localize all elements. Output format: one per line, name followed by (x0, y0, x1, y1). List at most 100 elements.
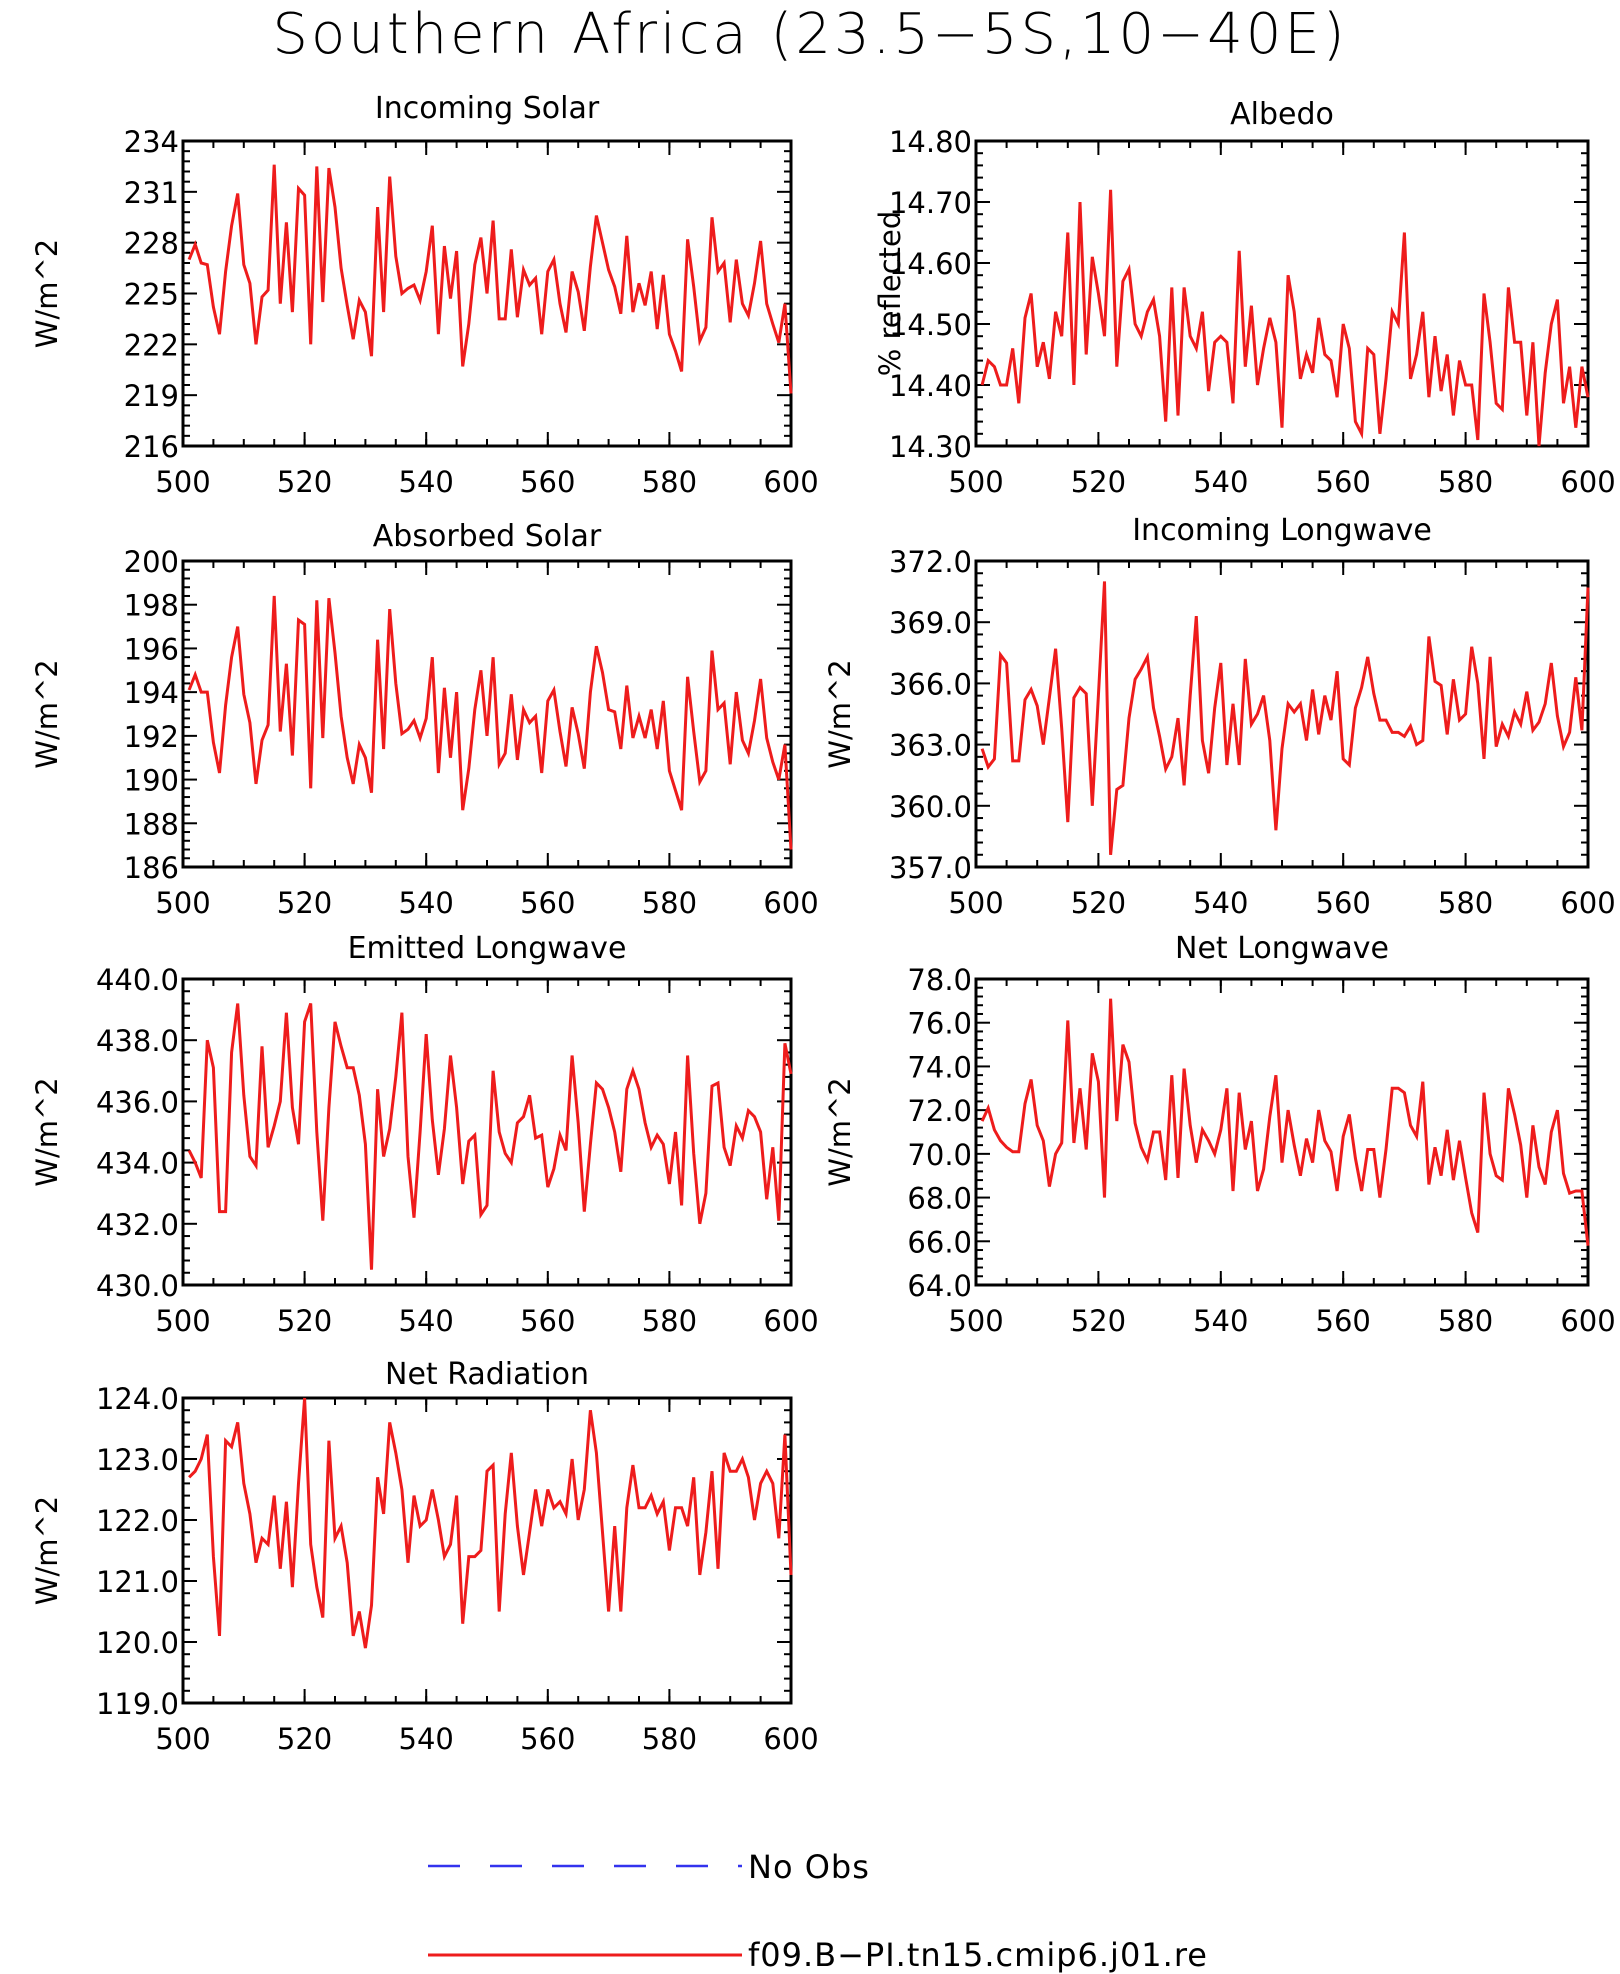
y-axis-label: W/m^2 (30, 239, 64, 348)
y-tick-label: 228 (124, 227, 179, 261)
y-tick-label: 14.60 (889, 247, 972, 281)
panel-title: Incoming Longwave (1132, 513, 1432, 548)
y-tick-label: 64.0 (907, 1269, 972, 1303)
panel-title: Albedo (1230, 97, 1334, 132)
legend: No Obs f09.B−PI.tn15.cmip6.j01.re (428, 1848, 1207, 1974)
y-tick-label: 14.40 (889, 369, 972, 403)
y-tick-label: 68.0 (907, 1182, 972, 1216)
y-tick-label: 222 (124, 328, 179, 362)
y-tick-label: 14.50 (889, 308, 972, 342)
x-tick-label: 520 (1071, 465, 1126, 499)
y-axis-label: W/m^2 (30, 659, 64, 768)
panel-title: Net Radiation (385, 1357, 589, 1392)
x-tick-label: 600 (1560, 1304, 1615, 1338)
series-line (188, 1397, 793, 1649)
y-tick-label: 66.0 (907, 1225, 972, 1259)
x-tick-label: 560 (1316, 886, 1371, 920)
y-axis-label: % reflected (873, 211, 907, 377)
x-tick-label: 520 (277, 465, 332, 499)
y-tick-label: 369.0 (889, 606, 972, 640)
x-tick-label: 500 (155, 465, 210, 499)
x-tick-label: 560 (520, 1304, 575, 1338)
y-tick-label: 198 (124, 589, 179, 623)
y-tick-label: 360.0 (889, 790, 972, 824)
y-tick-label: 14.80 (889, 125, 972, 159)
y-tick-label: 194 (124, 676, 179, 710)
y-tick-label: 434.0 (96, 1147, 179, 1181)
y-tick-label: 231 (124, 176, 179, 210)
y-tick-label: 430.0 (96, 1269, 179, 1303)
y-tick-label: 123.0 (96, 1443, 179, 1477)
y-tick-label: 225 (124, 278, 179, 312)
plot-frame (181, 977, 793, 1287)
series-line (187, 595, 793, 850)
y-tick-label: 124.0 (96, 1382, 179, 1416)
y-tick-label: 440.0 (96, 963, 179, 997)
series-line (980, 189, 1590, 447)
panel-2: Albedo 500 520 540 560 580 600 14.30 14.40 14.50 1… (873, 97, 1616, 499)
y-tick-label: 357.0 (889, 851, 972, 885)
x-tick-label: 540 (399, 886, 454, 920)
x-tick-label: 600 (763, 465, 818, 499)
x-tick-label: 520 (1071, 1304, 1126, 1338)
x-tick-label: 560 (520, 886, 575, 920)
x-tick-label: 500 (155, 1304, 210, 1338)
x-tick-label: 520 (277, 886, 332, 920)
x-tick-label: 580 (1438, 1304, 1493, 1338)
series-line (187, 1003, 793, 1270)
x-tick-label: 580 (642, 465, 697, 499)
y-tick-label: 121.0 (96, 1565, 179, 1599)
y-tick-label: 192 (124, 720, 179, 754)
panel-1: Incoming Solar 500 520 540 560 580 600 216 219 22… (30, 91, 819, 499)
x-tick-label: 580 (1438, 886, 1493, 920)
panel-3: Absorbed Solar 500 520 540 560 580 600 186 188 19… (30, 519, 819, 920)
x-tick-label: 560 (1316, 465, 1371, 499)
x-tick-label: 500 (948, 465, 1003, 499)
y-tick-label: 72.0 (907, 1094, 972, 1128)
x-tick-label: 560 (1316, 1304, 1371, 1338)
y-axis-label: W/m^2 (823, 1077, 857, 1186)
x-tick-label: 580 (642, 1304, 697, 1338)
x-tick-label: 600 (763, 1304, 818, 1338)
x-tick-label: 580 (642, 1722, 697, 1756)
x-tick-label: 600 (1560, 465, 1615, 499)
x-tick-label: 580 (1438, 465, 1493, 499)
y-tick-label: 76.0 (907, 1007, 972, 1041)
series-line (980, 581, 1590, 855)
y-tick-label: 438.0 (96, 1024, 179, 1058)
x-tick-label: 520 (277, 1304, 332, 1338)
y-tick-label: 78.0 (907, 963, 972, 997)
y-tick-label: 120.0 (96, 1626, 179, 1660)
x-tick-label: 600 (763, 886, 818, 920)
panel-title: Net Longwave (1175, 931, 1389, 966)
x-tick-label: 540 (399, 1722, 454, 1756)
y-tick-label: 366.0 (889, 667, 972, 701)
y-axis-label: W/m^2 (30, 1496, 64, 1605)
y-tick-label: 186 (124, 851, 179, 885)
y-tick-label: 70.0 (907, 1138, 972, 1172)
y-tick-label: 219 (124, 379, 179, 413)
y-tick-label: 190 (124, 764, 179, 798)
x-tick-label: 560 (520, 465, 575, 499)
y-tick-label: 119.0 (96, 1687, 179, 1721)
x-tick-label: 540 (399, 1304, 454, 1338)
x-tick-label: 540 (1193, 886, 1248, 920)
y-axis-label: W/m^2 (823, 659, 857, 768)
y-axis-label: W/m^2 (30, 1077, 64, 1186)
y-tick-label: 196 (124, 632, 179, 666)
panel-7: Net Radiation 500 520 540 560 580 600 119.0 120.… (30, 1357, 819, 1756)
x-tick-label: 500 (155, 886, 210, 920)
series-line (980, 998, 1590, 1246)
legend-label-no-obs: No Obs (748, 1848, 870, 1886)
panel-4: Incoming Longwave 500 520 540 560 580 600 357.0… (823, 513, 1616, 920)
y-tick-label: 188 (124, 807, 179, 841)
panel-6: Net Longwave 500 520 540 560 580 600 64.0 66.0 68… (823, 931, 1616, 1338)
series-line (187, 164, 793, 394)
y-tick-label: 200 (124, 545, 179, 579)
y-tick-label: 363.0 (889, 729, 972, 763)
x-tick-label: 560 (520, 1722, 575, 1756)
y-tick-label: 372.0 (889, 545, 972, 579)
plot-frame (181, 1396, 793, 1705)
page-title: Southern Africa (23.5−5S,10−40E) (272, 2, 1348, 67)
